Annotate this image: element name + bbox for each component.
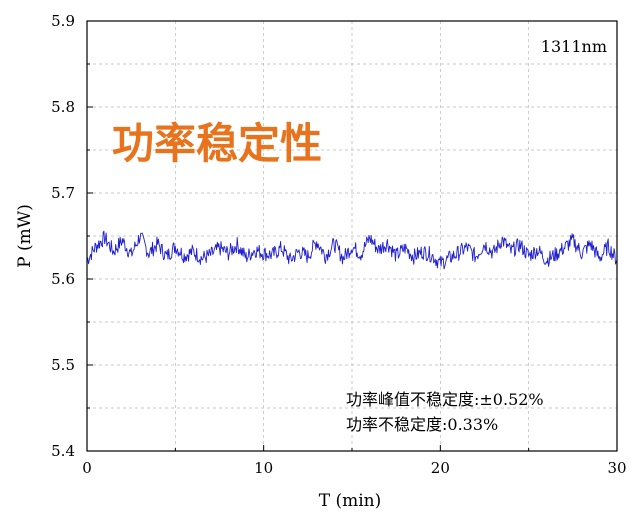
instability-note: 功率不稳定度:0.33%	[346, 415, 498, 434]
x-axis-label: T (min)	[319, 491, 382, 511]
grid-lines	[87, 21, 617, 451]
x-tick-label: 0	[82, 459, 92, 477]
x-tick-label: 10	[254, 459, 273, 477]
plot-frame	[86, 20, 618, 452]
y-tick-label: 5.4	[51, 442, 75, 460]
peak-instability-note: 功率峰值不稳定度:±0.52%	[346, 390, 544, 409]
y-tick-label: 5.6	[51, 270, 75, 288]
y-tick-label: 5.7	[51, 184, 75, 202]
headline-title: 功率稳定性	[112, 119, 322, 168]
x-tick-label: 30	[607, 459, 626, 477]
tick-labels: 0 10 20 30 5.4 5.5 5.6 5.7 5.8 5.9	[51, 12, 626, 477]
power-series-line	[86, 230, 618, 270]
y-tick-label: 5.5	[51, 356, 75, 374]
x-tick-label: 20	[431, 459, 450, 477]
y-axis-label: P (mW)	[15, 204, 35, 268]
y-tick-label: 5.8	[51, 98, 75, 116]
wavelength-label: 1311nm	[541, 37, 607, 56]
y-tick-label: 5.9	[51, 12, 75, 30]
